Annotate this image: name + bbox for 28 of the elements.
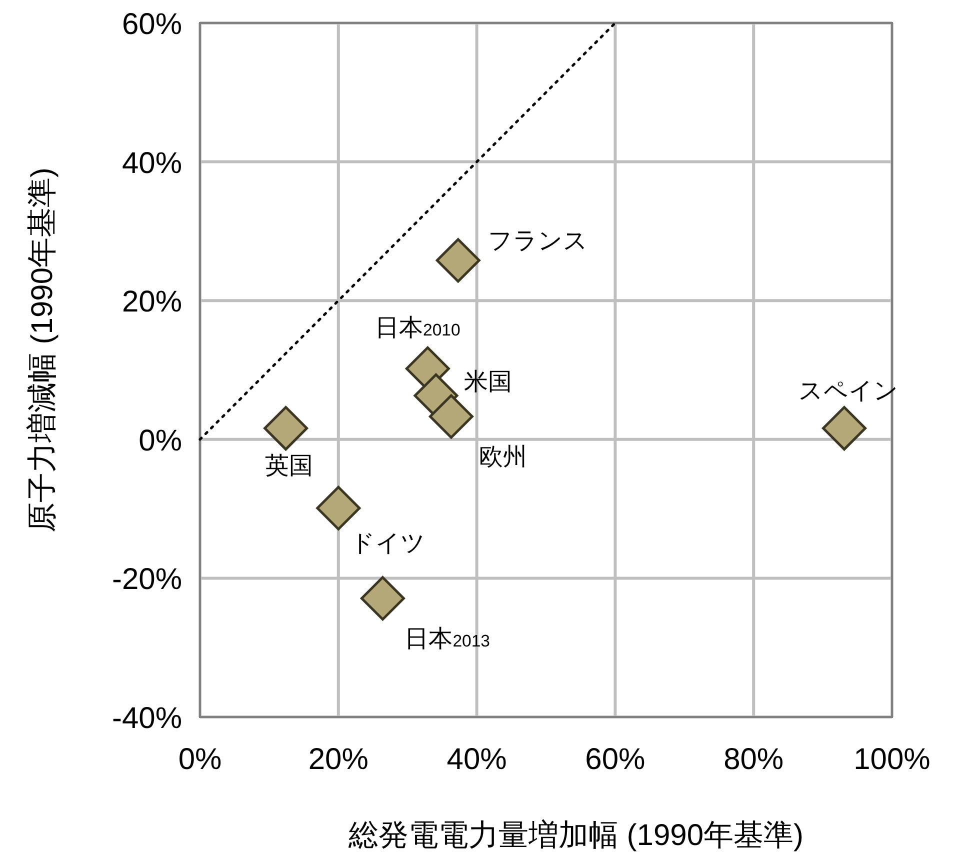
y-tick-label: 20% [122, 286, 182, 319]
x-tick-label: 0% [178, 743, 222, 776]
annotation: 米国 [464, 368, 512, 396]
y-axis-title: 原子力増減幅 (1990年基準) [26, 167, 59, 533]
point [822, 406, 866, 451]
x-tick-label: 60% [585, 743, 646, 776]
point [428, 394, 474, 439]
annotation: スペイン [798, 377, 898, 404]
point [436, 238, 480, 283]
y-tick-label: -20% [112, 563, 182, 596]
annotation: フランス [488, 227, 588, 254]
annotation: 日本2013 [404, 625, 490, 652]
point [316, 486, 361, 530]
x-tick-label: 80% [724, 743, 784, 776]
point [264, 406, 308, 451]
annotation: 欧州 [479, 444, 528, 470]
annotation: 英国 [264, 452, 313, 480]
point [360, 576, 405, 621]
x-tick-label: 40% [446, 743, 507, 776]
x-axis-title: 総発電電力量増加幅 (1990年基準) [347, 819, 804, 852]
y-tick-label: -40% [112, 702, 182, 735]
annotation: ドイツ [350, 530, 426, 558]
x-tick-label: 20% [308, 743, 368, 776]
y-tick-label: 0% [138, 424, 182, 458]
y-tick-label: 40% [122, 146, 182, 180]
annotation: 日本2010 [374, 314, 460, 342]
x-tick-label: 100% [854, 743, 930, 776]
y-tick-label: 60% [122, 8, 182, 41]
